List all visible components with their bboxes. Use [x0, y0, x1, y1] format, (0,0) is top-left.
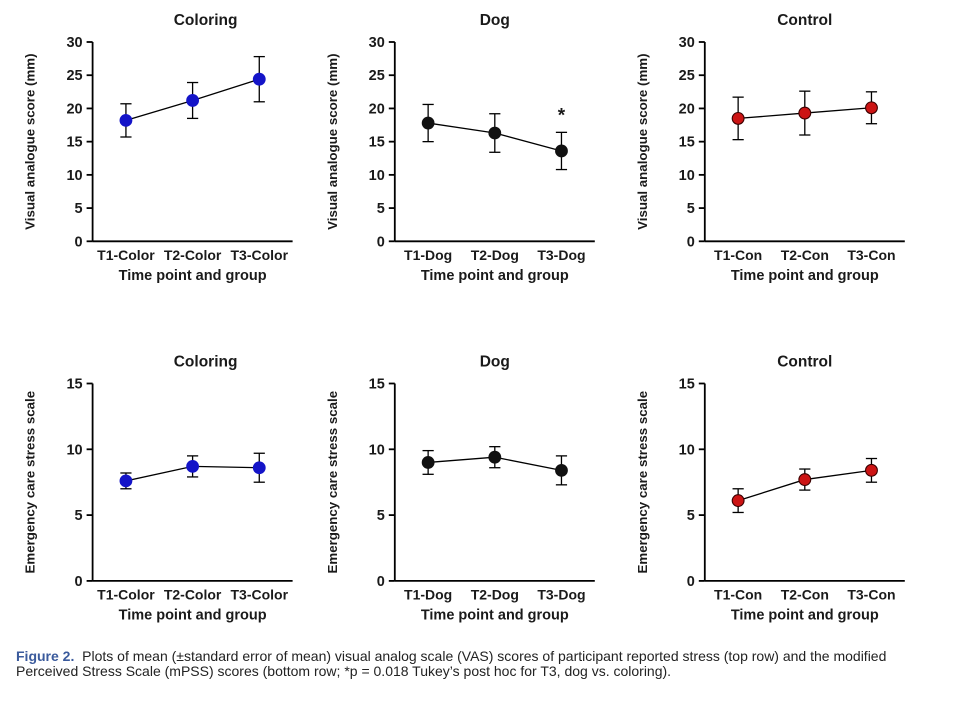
svg-text:Coloring: Coloring [174, 354, 238, 371]
svg-text:10: 10 [66, 168, 82, 184]
svg-text:15: 15 [679, 135, 695, 151]
svg-text:0: 0 [377, 234, 385, 250]
svg-text:T2-Dog: T2-Dog [471, 247, 519, 263]
svg-text:Visual analogue score (mm): Visual analogue score (mm) [635, 53, 650, 229]
svg-text:25: 25 [66, 68, 82, 84]
svg-text:5: 5 [687, 508, 695, 524]
svg-text:15: 15 [66, 135, 82, 151]
svg-text:T3-Con: T3-Con [847, 586, 895, 602]
svg-text:T2-Con: T2-Con [781, 586, 829, 602]
svg-text:Time point and group: Time point and group [421, 607, 569, 623]
svg-text:Visual analogue score (mm): Visual analogue score (mm) [23, 53, 38, 229]
svg-text:25: 25 [369, 68, 385, 84]
svg-text:T3-Con: T3-Con [847, 247, 895, 263]
svg-text:15: 15 [679, 377, 695, 393]
svg-text:Control: Control [777, 354, 832, 371]
svg-text:20: 20 [66, 101, 82, 117]
svg-text:T3-Dog: T3-Dog [537, 586, 585, 602]
svg-text:Dog: Dog [480, 12, 510, 29]
svg-text:Time point and group: Time point and group [421, 268, 569, 284]
svg-text:Visual analogue score (mm): Visual analogue score (mm) [325, 53, 340, 229]
svg-text:T3-Color: T3-Color [230, 247, 288, 263]
svg-text:Time point and group: Time point and group [119, 607, 267, 623]
svg-text:T2-Dog: T2-Dog [471, 586, 519, 602]
svg-text:0: 0 [687, 234, 695, 250]
svg-text:T1-Con: T1-Con [714, 247, 762, 263]
svg-text:10: 10 [369, 168, 385, 184]
svg-text:15: 15 [369, 135, 385, 151]
svg-text:T3-Color: T3-Color [230, 586, 288, 602]
svg-text:T1-Con: T1-Con [714, 586, 762, 602]
svg-text:T2-Con: T2-Con [781, 247, 829, 263]
svg-text:15: 15 [66, 377, 82, 393]
svg-text:T1-Color: T1-Color [97, 586, 155, 602]
svg-text:30: 30 [679, 35, 695, 51]
svg-text:0: 0 [687, 574, 695, 590]
svg-text:10: 10 [66, 442, 82, 458]
svg-text:Control: Control [777, 12, 832, 29]
svg-text:20: 20 [369, 101, 385, 117]
svg-text:30: 30 [66, 35, 82, 51]
svg-text:10: 10 [679, 442, 695, 458]
svg-text:T2-Color: T2-Color [164, 586, 222, 602]
svg-text:10: 10 [679, 168, 695, 184]
svg-text:*: * [558, 105, 566, 126]
svg-text:T1-Dog: T1-Dog [404, 586, 452, 602]
svg-text:Dog: Dog [480, 354, 510, 371]
svg-text:5: 5 [377, 508, 385, 524]
svg-text:Time point and group: Time point and group [731, 268, 879, 284]
svg-text:0: 0 [75, 234, 83, 250]
svg-text:0: 0 [377, 574, 385, 590]
svg-text:20: 20 [679, 101, 695, 117]
svg-text:T3-Dog: T3-Dog [537, 247, 585, 263]
svg-text:T1-Color: T1-Color [97, 247, 155, 263]
svg-text:5: 5 [377, 201, 385, 217]
svg-text:30: 30 [369, 35, 385, 51]
svg-text:T1-Dog: T1-Dog [404, 247, 452, 263]
svg-text:Emergency care stress scale: Emergency care stress scale [635, 391, 650, 574]
svg-text:Coloring: Coloring [174, 12, 238, 29]
svg-text:10: 10 [369, 442, 385, 458]
svg-text:Time point and group: Time point and group [119, 268, 267, 284]
svg-text:T2-Color: T2-Color [164, 247, 222, 263]
svg-text:Emergency care stress scale: Emergency care stress scale [325, 391, 340, 574]
svg-text:25: 25 [679, 68, 695, 84]
svg-text:Time point and group: Time point and group [731, 607, 879, 623]
svg-text:0: 0 [75, 574, 83, 590]
svg-text:15: 15 [369, 377, 385, 393]
svg-text:Emergency care stress scale: Emergency care stress scale [23, 391, 38, 574]
svg-text:5: 5 [75, 201, 83, 217]
svg-text:5: 5 [687, 201, 695, 217]
svg-text:5: 5 [75, 508, 83, 524]
